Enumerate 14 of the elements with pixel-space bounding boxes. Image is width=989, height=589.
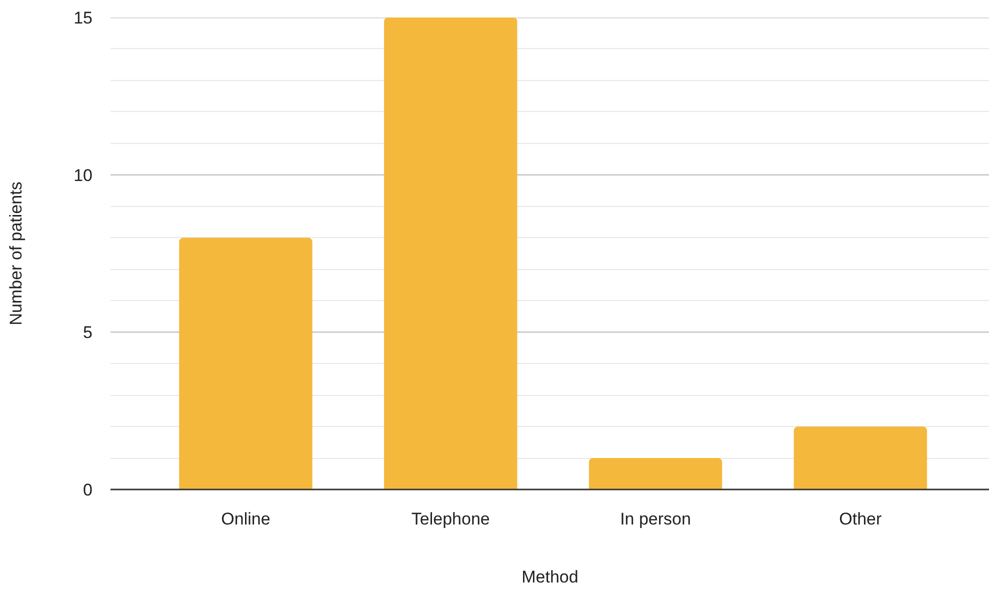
x-tick-label: Telephone	[411, 510, 490, 528]
x-tick-label: Other	[839, 510, 882, 528]
bar	[384, 18, 518, 490]
x-axis-title: Method	[522, 568, 578, 586]
y-tick-label: 10	[74, 166, 93, 185]
x-tick-label: Online	[221, 510, 270, 528]
y-tick-label: 15	[74, 8, 93, 28]
y-tick-label: 5	[83, 323, 93, 342]
y-axis-title: Number of patients	[6, 182, 26, 326]
x-tick-label: In person	[620, 510, 691, 528]
bar	[794, 426, 928, 490]
y-tick-label: 0	[83, 480, 93, 500]
bar	[179, 238, 312, 490]
bar	[588, 458, 722, 490]
